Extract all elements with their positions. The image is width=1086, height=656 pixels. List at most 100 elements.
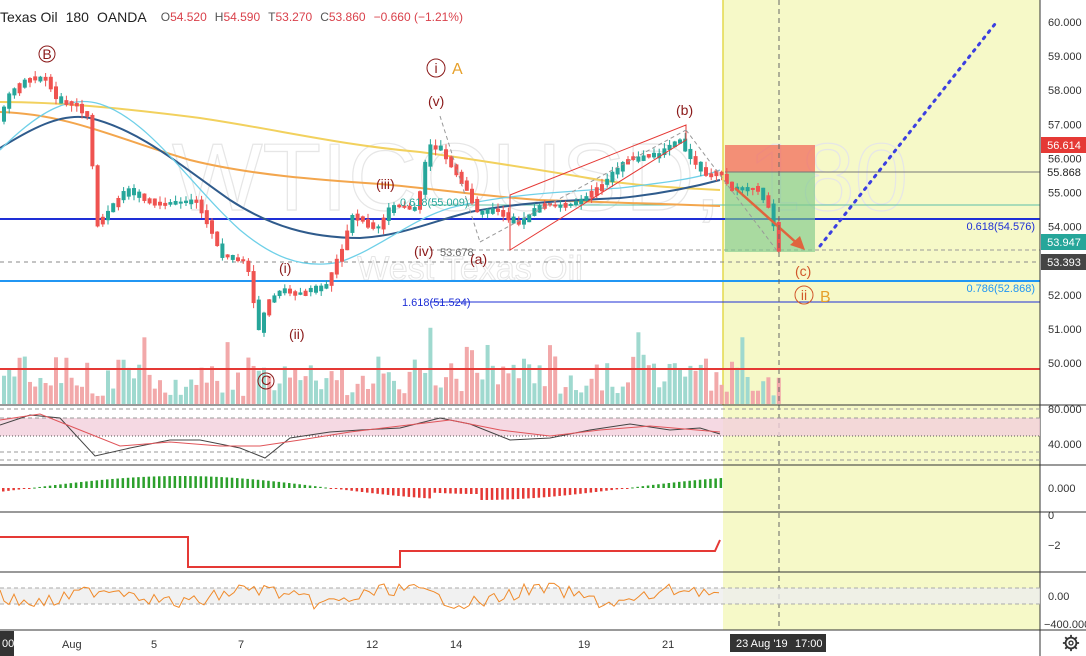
volume-bar [90,393,95,404]
candle-body [80,103,84,114]
price-tick: 50.000 [1048,358,1082,370]
macd-bar [215,476,218,488]
fib-1618-label: 1.618(51.524) [402,297,471,309]
macd-bar [459,488,463,494]
crosshair-time: 17:00 [795,638,823,650]
macd-bar [657,484,660,488]
wave-A: A [452,61,463,78]
candle-body [173,200,178,205]
high-value: 54.590 [223,10,261,24]
macd-bar [163,476,166,488]
macd-bar [496,488,499,500]
volume-bar [418,369,422,404]
close-key: C [320,10,329,24]
gear-icon[interactable] [1062,634,1080,652]
candle-body [184,200,188,204]
volume-bar [693,370,698,404]
volume-bar [22,356,27,404]
volume-bar [735,367,740,404]
volume-bar [631,356,636,404]
candle-body [251,271,256,304]
macd-bar [438,488,442,494]
volume-bar [449,363,454,404]
symbol-header[interactable]: Texas Oil 180 OANDA O 54.520 H 54.590 T 53.… [0,8,471,26]
volume-bar [532,383,537,404]
macd-bar [626,488,629,489]
volume-bar [178,394,183,404]
volume-bar [750,390,755,404]
volume-bar [402,393,407,404]
candle-body [516,220,521,225]
symbol-name[interactable]: Texas Oil [0,9,58,25]
candle-body [646,154,651,158]
macd-bar [69,483,73,488]
macd-bar [210,476,213,488]
volume-bar [527,364,532,404]
volume-bar [64,357,69,404]
wave-v: (v) [428,93,444,109]
volume-bar [220,392,225,404]
volume-bar [490,365,495,404]
macd-bar [329,488,333,489]
volume-bar [470,350,474,404]
candle-body [724,173,729,184]
candle-body [126,188,131,197]
volume-bar [69,377,74,404]
volume-bar [350,392,355,404]
volume-bar [28,381,32,404]
candle-body [537,205,542,213]
volume-bar [246,357,251,404]
price-tick: 56.000 [1048,153,1082,165]
rsi-line [0,414,721,459]
price-tick: 58.000 [1048,85,1082,97]
candles [2,71,781,337]
volume-bar [152,388,157,404]
candle-body [688,148,693,160]
candle-body [678,139,682,144]
macd-bar [423,488,426,499]
macd-bar [100,479,104,488]
volume-bar [2,375,6,404]
candle-body [308,287,313,293]
candle-body [111,203,116,213]
price-tick: 52.000 [1048,290,1082,302]
candle-body [756,186,760,192]
volume-bar [288,377,292,404]
candle-body [579,198,584,205]
macd-bar [433,488,437,493]
candle-body [657,153,662,159]
macd-bar [340,488,343,490]
volume-bar [719,384,724,404]
candle-body [236,257,240,262]
close-value: 53.860 [328,10,366,24]
macd-bar [594,488,598,492]
macd-bar [688,480,691,488]
macd-bar [7,488,10,491]
price-tick: 51.000 [1048,324,1082,336]
macd-bar [704,479,707,488]
candle-body [386,207,391,221]
macd-bar [584,488,587,494]
candle-body [43,76,48,81]
volume-bar [106,370,110,404]
candle-body [459,171,464,184]
candle-body [672,141,677,148]
macd-bar [43,486,47,488]
timeframe[interactable]: 180 [65,9,89,25]
candle-body [241,259,246,262]
candle-body [340,248,344,262]
volume-bar [137,364,142,404]
price-tick: 55.000 [1048,188,1082,200]
candle-body [2,106,6,122]
volume-bar [142,337,147,404]
ma-orange-line [0,111,721,207]
candle-body [147,198,152,204]
macd-bar [371,488,374,494]
candle-body [95,165,100,227]
macd-bar [334,488,338,489]
macd-bar [444,488,447,494]
candle-body [532,208,537,216]
volume-bar [38,377,43,404]
candle-body [636,156,641,162]
